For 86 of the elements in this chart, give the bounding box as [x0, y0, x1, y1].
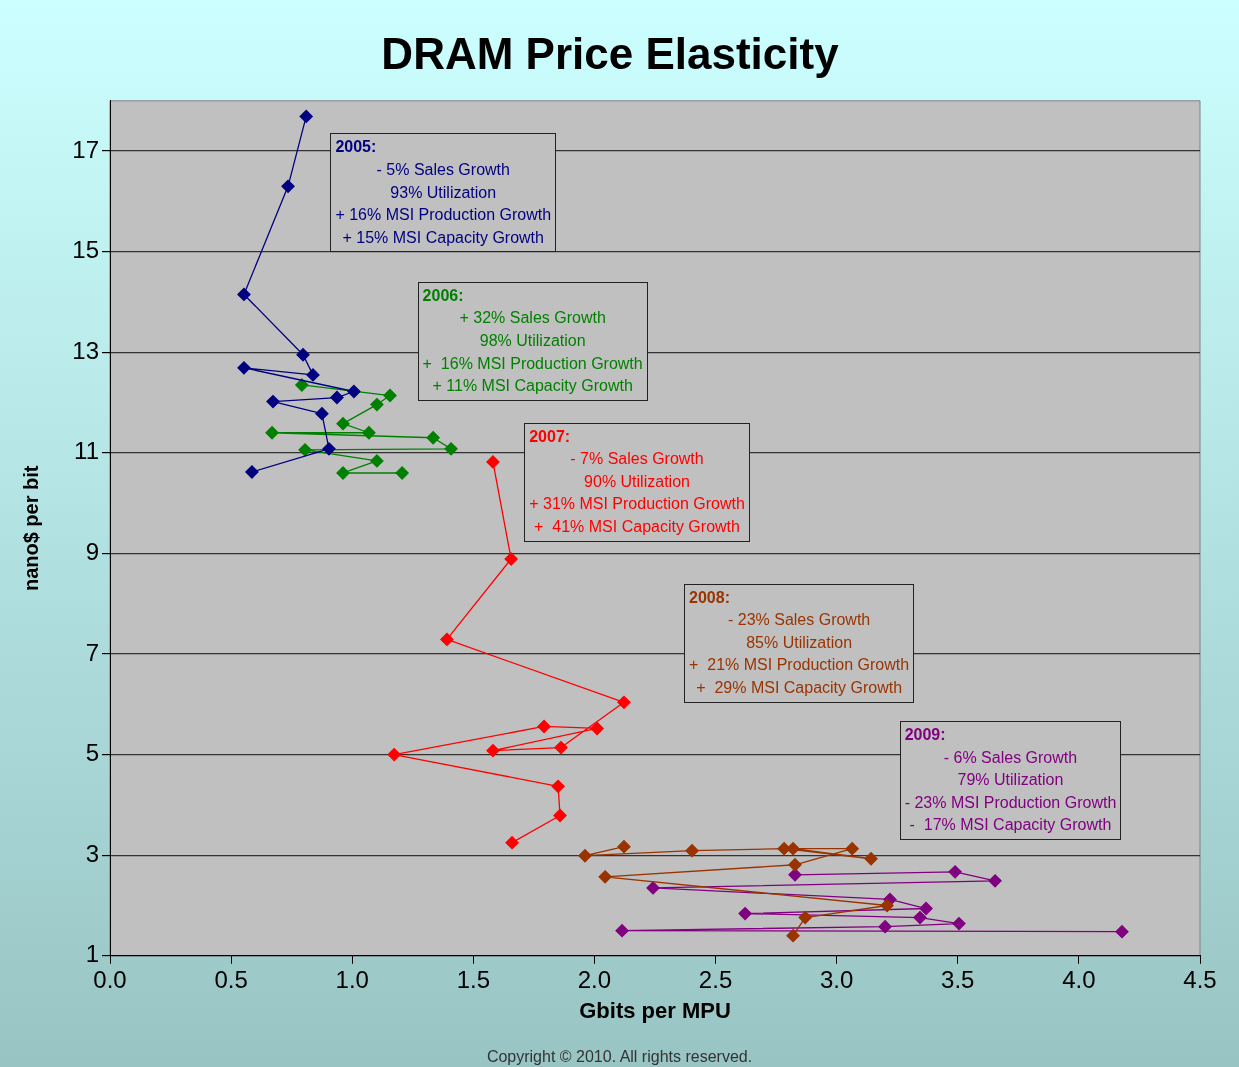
- point: [383, 388, 397, 403]
- annotation: 2005: - 5% Sales Growth 93% Utilization + 16% MSI Production Growth + 15% MSI Capacity Growth: [335, 137, 552, 248]
- point: [786, 842, 800, 856]
- y-tick-label: 1: [85, 940, 99, 968]
- point: [777, 842, 791, 856]
- x-tick-label: 3.5: [941, 965, 975, 993]
- annotation: 2008: - 23% Sales Growth 85% Utilization + 21% MSI Production Growth + 29% MSI Capacity Growth: [689, 587, 910, 698]
- text: Copyright © 2010. All rights reserved.: [485, 1048, 754, 1066]
- point: [296, 348, 310, 362]
- point: [578, 849, 592, 863]
- point: [788, 868, 802, 882]
- x-tick-label: 3.0: [819, 965, 854, 993]
- point: [281, 179, 295, 193]
- point: [237, 361, 251, 375]
- y-tick-label: 17: [72, 135, 99, 163]
- point: [237, 287, 251, 302]
- annotation: 2006: + 32% Sales Growth 98% Utilization + 16% MSI Production Growth + 11% MSI Capacity Growth: [422, 285, 643, 397]
- point: [617, 840, 631, 854]
- point: [615, 924, 629, 938]
- point: [322, 442, 336, 456]
- point: [395, 466, 409, 480]
- point: [913, 910, 927, 925]
- point: [554, 740, 568, 755]
- point: [988, 874, 1002, 888]
- x-tick-label: 4.5: [1183, 965, 1217, 993]
- chart-title: DRAM Price Elasticity: [381, 28, 840, 78]
- point: [299, 109, 313, 124]
- y-axis-title: nano$ per bit: [19, 465, 42, 592]
- point: [486, 455, 500, 469]
- annotation: 2007: - 7% Sales Growth 90% Utilization + 31% MSI Production Growth + 41% MSI Capacity Growth: [529, 426, 745, 538]
- point: [738, 906, 752, 921]
- point: [245, 465, 259, 479]
- point: [590, 721, 604, 736]
- x-tick-label: 1.5: [456, 965, 491, 993]
- point: [685, 844, 699, 858]
- point: [330, 390, 344, 405]
- point: [315, 406, 329, 421]
- point: [788, 858, 802, 872]
- point: [266, 394, 280, 409]
- x-tick-label: 2.5: [698, 965, 733, 993]
- y-tick-label: 9: [85, 538, 99, 566]
- y-tick-label: 5: [85, 739, 99, 767]
- x-axis-title: Gbits per MPU: [579, 997, 731, 1023]
- y-tick-label: 13: [72, 336, 99, 364]
- point: [444, 442, 458, 456]
- x-tick-label: 0.0: [93, 965, 127, 993]
- annotation: 2009: - 6% Sales Growth 79% Utilization - 23% MSI Production Growth - 17% MSI Capacity Growth: [904, 724, 1117, 836]
- point: [880, 898, 894, 913]
- y-tick-label: 7: [85, 638, 99, 666]
- point: [864, 852, 878, 866]
- x-tick-label: 4.0: [1062, 965, 1096, 993]
- x-tick-label: 0.5: [214, 965, 248, 993]
- point: [265, 426, 279, 440]
- point: [362, 426, 376, 440]
- point: [295, 378, 309, 392]
- point: [505, 835, 519, 850]
- x-tick-label: 2.0: [577, 965, 612, 993]
- point: [537, 719, 551, 734]
- point: [551, 779, 565, 793]
- point: [306, 368, 320, 382]
- point: [387, 747, 401, 762]
- y-tick-label: 3: [85, 839, 99, 867]
- x-tick-label: 1.0: [335, 965, 369, 993]
- point: [440, 632, 454, 647]
- point: [370, 454, 384, 468]
- point: [646, 881, 660, 895]
- y-tick-label: 11: [74, 437, 99, 465]
- point: [504, 552, 518, 566]
- point: [878, 919, 892, 934]
- point: [598, 870, 612, 884]
- point: [336, 417, 350, 431]
- point: [845, 842, 859, 856]
- point: [919, 901, 933, 916]
- point: [617, 695, 631, 709]
- point: [426, 431, 440, 445]
- point: [786, 929, 800, 943]
- y-tick-label: 15: [72, 236, 99, 264]
- point: [347, 384, 361, 399]
- point: [298, 443, 312, 457]
- point: [553, 808, 567, 823]
- point: [948, 865, 962, 879]
- point: [486, 743, 500, 758]
- point: [952, 916, 966, 931]
- point: [370, 397, 384, 412]
- point: [798, 910, 812, 925]
- point: [1115, 925, 1129, 939]
